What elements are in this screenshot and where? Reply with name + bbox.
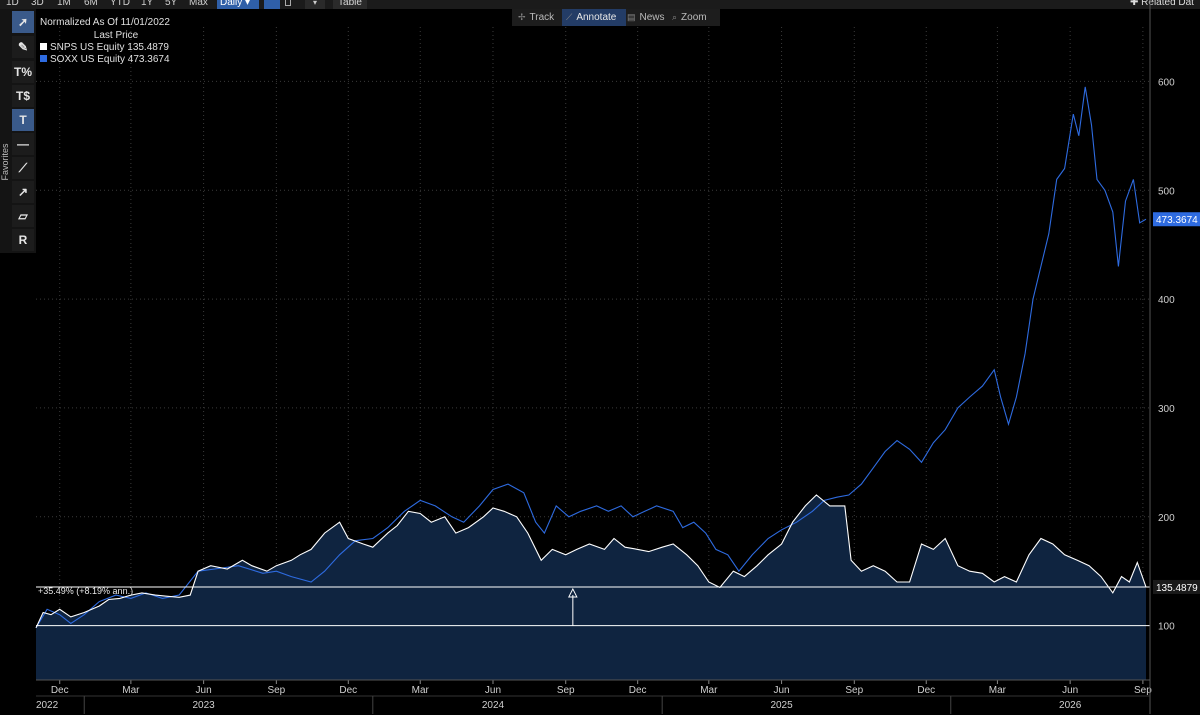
reference-layer: +35.49% (+8.19% ann.) xyxy=(36,586,1150,627)
legend-entry-soxx[interactable]: SOXX US Equity 473.3674 xyxy=(40,54,192,66)
track-mode-button[interactable]: ✢ Track xyxy=(518,12,555,23)
dollar-line-icon[interactable]: T$ xyxy=(12,85,34,107)
pencil-icon: ⟋ xyxy=(566,12,573,22)
range-button-ytd[interactable]: YTD xyxy=(110,0,130,8)
pen-icon[interactable]: ✎ xyxy=(12,36,34,58)
x-tick-label: Dec xyxy=(917,685,935,696)
range-button-5y[interactable]: 5Y xyxy=(165,0,178,8)
chart-mode-bar: ✢ Track ⟋ Annotate ▤ News ⌕ Zoom xyxy=(512,9,720,26)
x-tick-label: Jun xyxy=(196,685,212,696)
cursor-arrow-icon[interactable]: ➚ xyxy=(12,11,34,33)
snps-area-fill xyxy=(36,495,1146,680)
ray-line-icon[interactable]: ↗ xyxy=(12,181,34,203)
x-tick-label: Sep xyxy=(267,685,285,696)
x-tick-label: Jun xyxy=(774,685,790,696)
annotation-tool-palette: Favorites ➚ ✎ T% T$ T — ⟋ ↗ ▱ R xyxy=(0,9,36,253)
x-tick-label: Mar xyxy=(700,685,718,696)
legend-swatch-soxx xyxy=(40,55,47,62)
trendline-icon[interactable]: ⟋ xyxy=(12,157,34,179)
legend-subtitle: Last Price xyxy=(93,30,139,41)
retracement-icon[interactable]: R xyxy=(12,229,34,251)
return-annotation-label: +35.49% (+8.19% ann.) xyxy=(38,586,133,596)
soxx-price-line xyxy=(35,86,1147,629)
y-tick-label: 100 xyxy=(1158,622,1175,633)
x-tick-label: Mar xyxy=(122,685,140,696)
x-tick-label: Dec xyxy=(339,685,357,696)
top-toolbar: 1D 3D 1M 6M YTD 1Y 5Y Max Daily ▾ ▾ Tabl… xyxy=(0,0,1200,9)
x-year-label: 2026 xyxy=(1059,700,1082,711)
x-year-label: 2023 xyxy=(192,700,215,711)
range-button-1y[interactable]: 1Y xyxy=(141,0,154,8)
legend-entry-snps[interactable]: SNPS US Equity 135.4879 xyxy=(40,42,192,54)
percent-line-icon[interactable]: T% xyxy=(12,61,34,83)
range-button-1m[interactable]: 1M xyxy=(57,0,71,8)
x-year-label: 2025 xyxy=(770,700,793,711)
chevron-down-icon[interactable]: ▾ xyxy=(305,0,325,9)
y-tick-label: 300 xyxy=(1158,404,1175,415)
magnifier-icon: ⌕ xyxy=(672,12,678,22)
crosshair-icon: ✢ xyxy=(518,12,526,22)
news-mode-button[interactable]: ▤ News xyxy=(627,12,665,23)
range-button-6m[interactable]: 6M xyxy=(84,0,98,8)
axis-layer: 100 200 300 400 500 600 Dec Mar Jun Sep Dec Mar Jun S… xyxy=(36,0,1175,714)
y-tick-label: 400 xyxy=(1158,295,1175,306)
chart-type-icon[interactable] xyxy=(264,0,280,9)
range-button-max[interactable]: Max xyxy=(189,0,208,8)
soxx-last-value-tag-text: 473.3674 xyxy=(1156,215,1198,226)
annotation-arrow-head xyxy=(568,587,578,598)
channel-icon[interactable]: ▱ xyxy=(12,205,34,227)
x-tick-label: Mar xyxy=(989,685,1007,696)
x-tick-label: Jun xyxy=(1062,685,1078,696)
legend-title: Normalized As Of 11/01/2022 xyxy=(40,17,170,28)
x-tick-label: Sep xyxy=(845,685,863,696)
x-tick-label: Jun xyxy=(485,685,501,696)
x-tick-label: Dec xyxy=(51,685,69,696)
x-year-label: 2024 xyxy=(482,700,505,711)
table-button[interactable]: Table xyxy=(333,0,367,9)
x-tick-label: Mar xyxy=(412,685,430,696)
x-year-label: 2022 xyxy=(36,700,59,711)
snps-price-line xyxy=(35,494,1147,629)
horizontal-line-icon[interactable]: — xyxy=(12,133,34,155)
range-button-3d[interactable]: 3D xyxy=(31,0,44,8)
news-icon: ▤ xyxy=(627,12,636,22)
snps-last-value-tag-bg xyxy=(1153,579,1200,594)
last-value-tags: 473.3674 135.4879 xyxy=(1153,212,1200,594)
x-tick-label: Sep xyxy=(1134,685,1152,696)
soxx-last-value-tag-bg xyxy=(1153,212,1200,227)
y-tick-label: 600 xyxy=(1158,77,1175,88)
snps-last-value-tag-text: 135.4879 xyxy=(1156,583,1198,594)
chart-legend: Normalized As Of 11/01/2022 Last Price S… xyxy=(40,16,192,66)
x-tick-label: Sep xyxy=(557,685,575,696)
y-tick-label: 500 xyxy=(1158,186,1175,197)
text-tool-icon[interactable]: T xyxy=(12,109,34,131)
legend-swatch-snps xyxy=(40,43,47,50)
range-button-1d[interactable]: 1D xyxy=(6,0,19,8)
x-tick-label: Dec xyxy=(629,685,647,696)
bookmark-icon[interactable] xyxy=(285,0,291,6)
annotate-mode-button[interactable]: ⟋ Annotate xyxy=(562,9,626,26)
related-data-button[interactable]: ✚ Related Dat xyxy=(1130,0,1194,8)
y-tick-label: 200 xyxy=(1158,513,1175,524)
zoom-mode-button[interactable]: ⌕ Zoom xyxy=(672,12,707,23)
frequency-dropdown[interactable]: Daily ▾ xyxy=(217,0,259,9)
